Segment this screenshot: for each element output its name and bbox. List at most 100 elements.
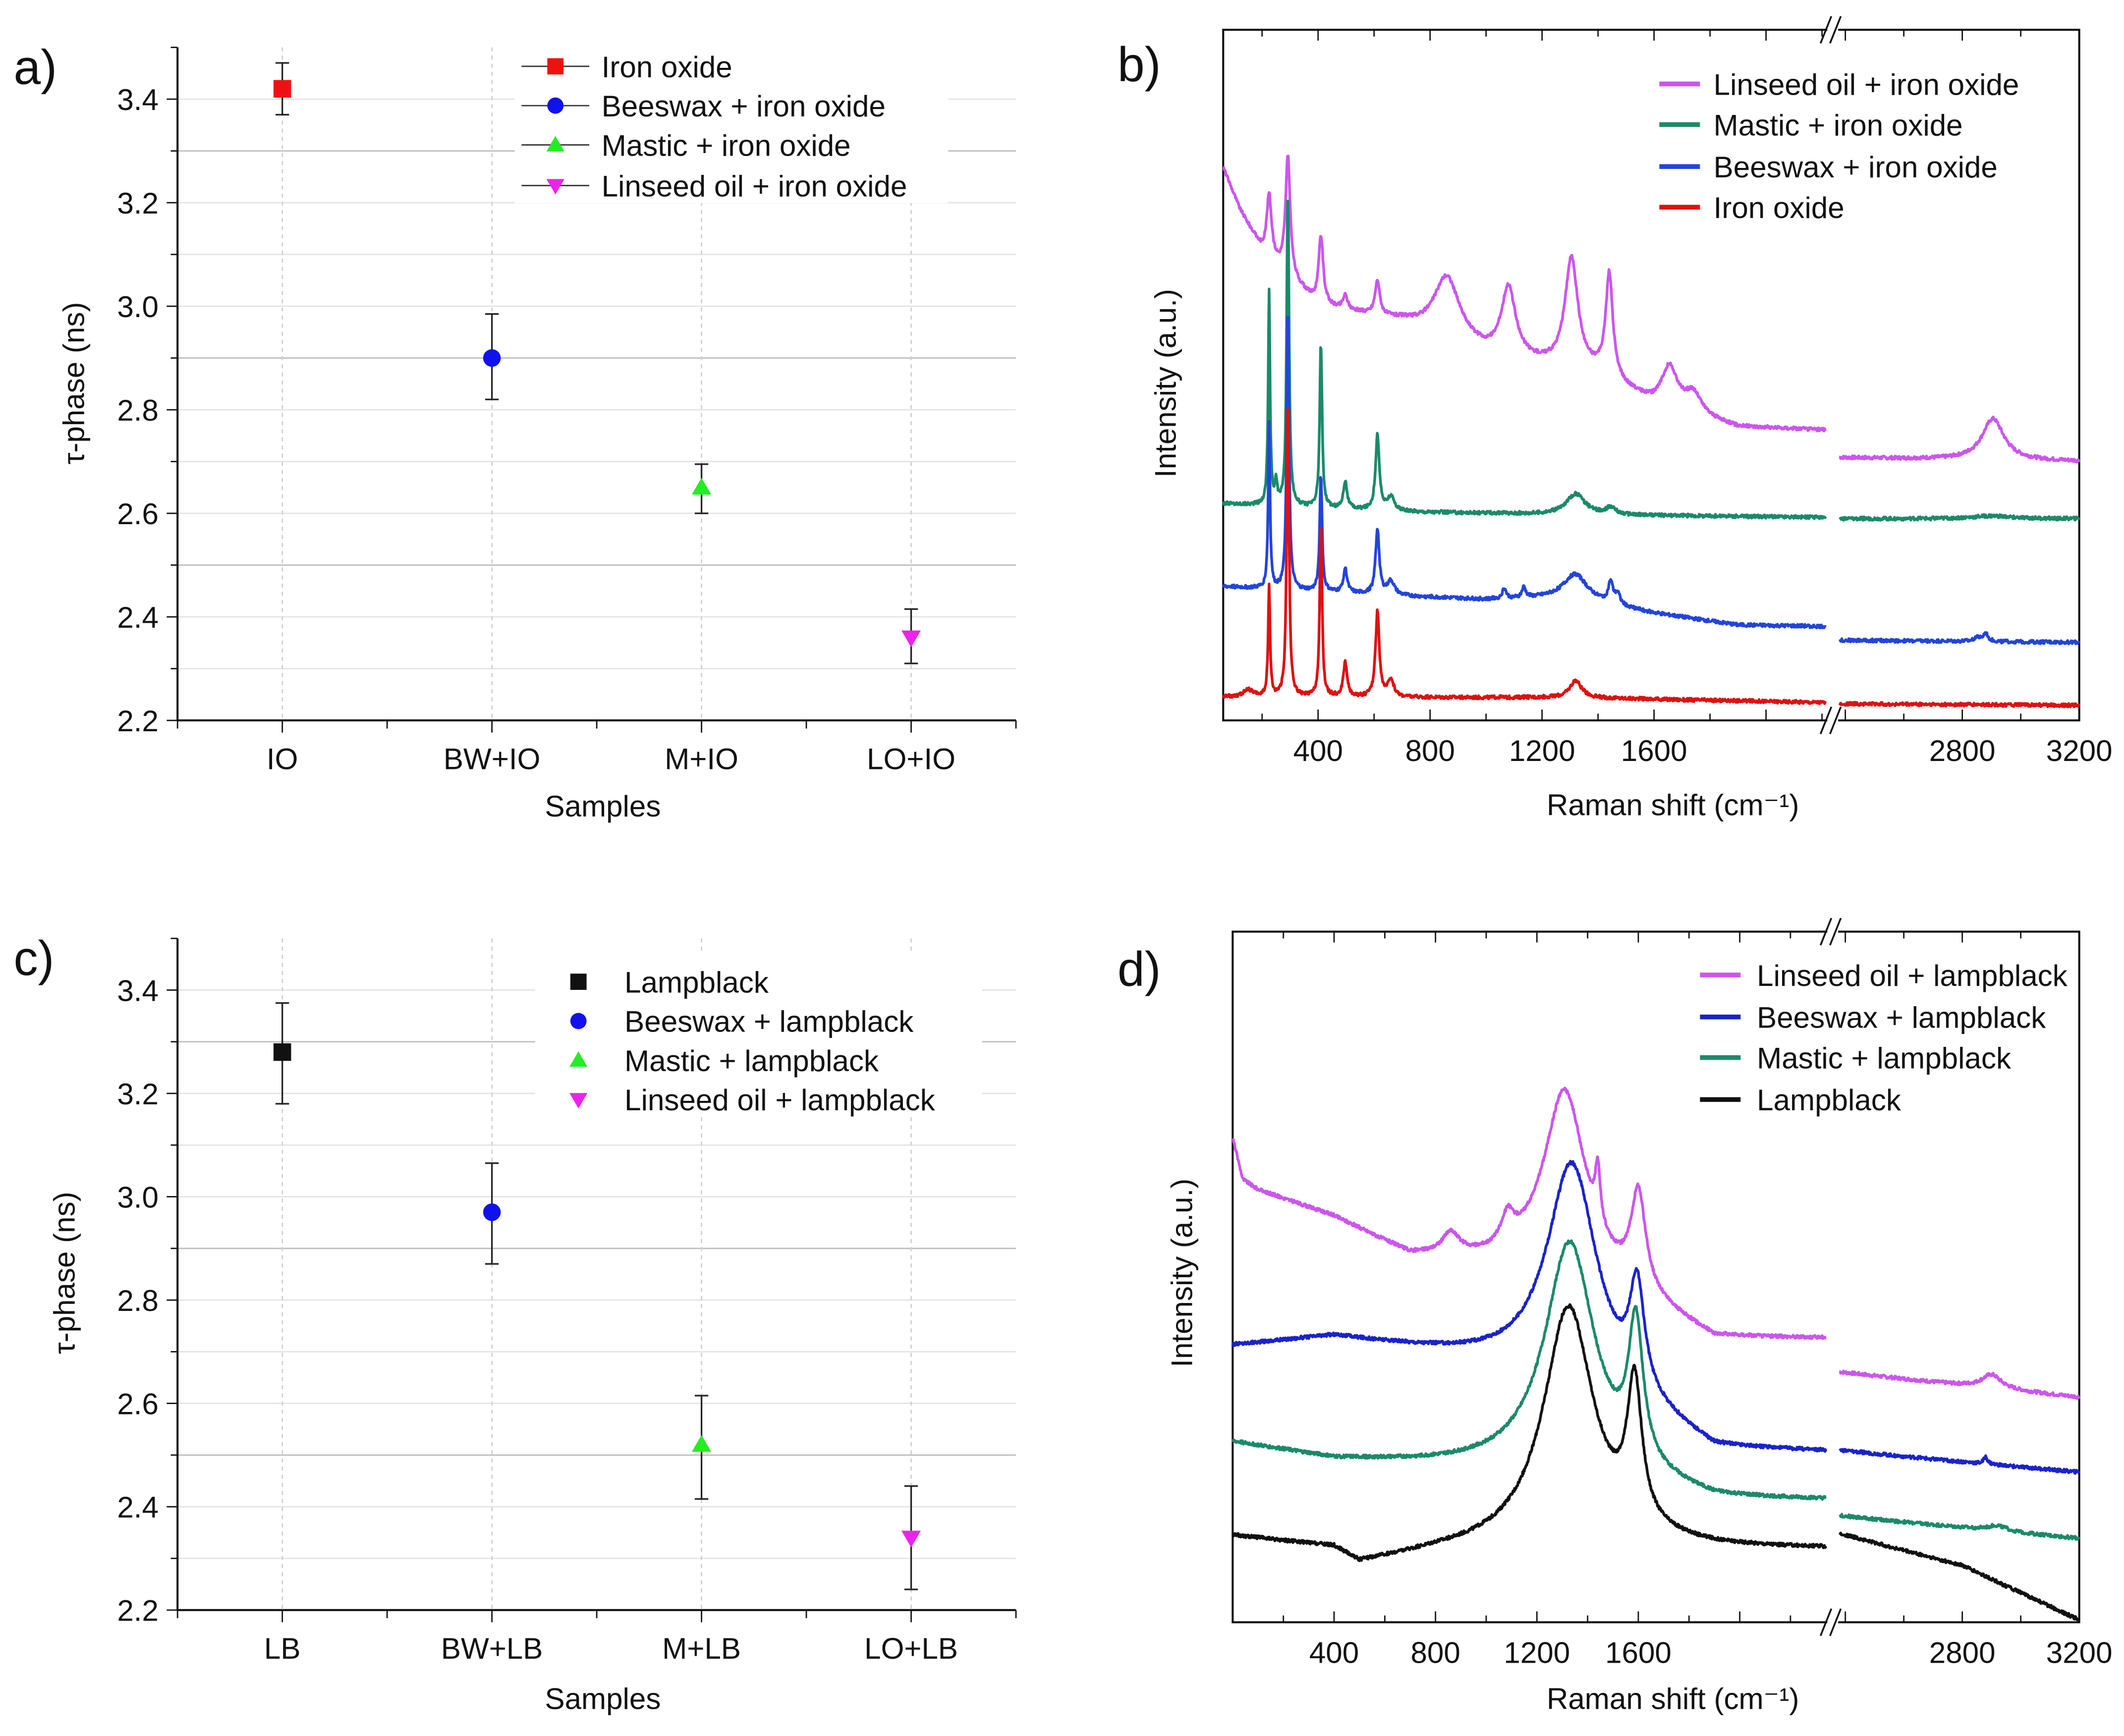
panel-label: c)	[13, 931, 54, 985]
plot-frame	[1222, 29, 2080, 722]
legend-label: Mastic + iron oxide	[602, 129, 851, 162]
y-tick-label: 2.2	[117, 1594, 159, 1628]
data-point-LO+LB	[901, 1485, 921, 1590]
x-tick-label: BW+LB	[441, 1632, 543, 1665]
series-iron-oxide	[1222, 408, 2080, 708]
legend: Iron oxide Beeswax + iron oxide Mastic + i…	[521, 51, 907, 203]
legend-label: Linseed oil + lampblack	[624, 1084, 936, 1117]
legend-marker	[547, 97, 564, 114]
legend: Linseed oil + iron oxide Mastic + iron ox…	[1659, 68, 2019, 224]
series-linseed-oil-lampblack	[1231, 1086, 2081, 1400]
legend-background	[535, 954, 982, 1117]
y-tick-label: 3.2	[117, 1078, 159, 1111]
y-tick-label: 2.4	[117, 601, 159, 634]
axis-break-gap	[1827, 923, 1839, 940]
data-point-IO	[273, 62, 291, 116]
x-tick-label: 1200	[1504, 1636, 1570, 1669]
y-tick-label: 3.4	[117, 83, 159, 116]
legend-marker	[569, 1051, 588, 1067]
legend: Linseed oil + lampblack Beeswax + lampbla…	[1700, 959, 2068, 1117]
x-axis-label: Raman shift (cm⁻¹)	[1547, 1682, 1799, 1715]
marker-triangle-up	[692, 1435, 712, 1452]
y-tick-label: 2.4	[117, 1491, 159, 1524]
panel-label: b)	[1118, 37, 1161, 92]
y-tick-label: 2.6	[117, 1388, 159, 1421]
axis-break-mark	[1819, 706, 1833, 735]
x-tick-label: LO+IO	[867, 742, 955, 775]
legend-label: Mastic + lampblack	[1757, 1042, 2012, 1075]
legend-label: Lampblack	[624, 966, 769, 999]
axis-break-mark	[1829, 918, 1842, 946]
spectrum-line	[1838, 701, 2080, 708]
x-tick-label: LB	[264, 1632, 301, 1665]
y-tick-label: 3.0	[117, 290, 159, 324]
spectrum-line	[1838, 631, 2080, 646]
x-tick-label: 800	[1411, 1636, 1460, 1669]
y-tick-label: 2.8	[117, 1284, 159, 1317]
y-axis-label: Intensity (a.u.)	[1149, 289, 1182, 478]
axis-break-gap	[1827, 712, 1839, 729]
x-tick-label: 2800	[1929, 734, 1996, 767]
panel-label: d)	[1118, 942, 1161, 996]
panel-d: 400 800 1200 1600 2800 3200 Linseed oil + lamp…	[1118, 918, 2113, 1715]
legend-label: Linseed oil + iron oxide	[602, 169, 907, 203]
axis-break-mark	[1819, 16, 1833, 44]
x-axis-label: Raman shift (cm⁻¹)	[1547, 788, 1799, 821]
x-tick-label: M+IO	[665, 742, 738, 775]
marker-circle	[483, 349, 501, 367]
y-tick-label: 2.6	[117, 497, 159, 531]
spectrum-line	[1222, 316, 1827, 630]
legend-marker	[547, 58, 564, 75]
legend-label: Beeswax + iron oxide	[1714, 151, 1998, 184]
marker-square	[273, 1043, 291, 1061]
y-tick-label: 2.2	[117, 705, 159, 738]
y-axis-label: Intensity (a.u.)	[1165, 1179, 1198, 1367]
marker-square	[273, 80, 291, 98]
x-tick-label: 3200	[2046, 1636, 2113, 1669]
series-mastic-iron-oxide	[1222, 200, 2081, 522]
x-tick-label: 400	[1293, 734, 1343, 767]
x-tick-label: IO	[267, 742, 298, 775]
plot-frame	[1231, 930, 2080, 1624]
legend-label: Beeswax + iron oxide	[602, 90, 886, 123]
series-mastic-lampblack	[1231, 1239, 2080, 1541]
data-point-BW+IO	[483, 313, 501, 400]
legend-label: Beeswax + lampblack	[1757, 1001, 2046, 1034]
spectrum-line	[1222, 155, 1827, 433]
y-axis-label: τ-phase (ns)	[48, 1192, 81, 1354]
data-point-M+LB	[692, 1395, 712, 1500]
legend-marker	[570, 1013, 587, 1030]
series-beeswax-iron-oxide	[1222, 316, 2080, 646]
x-tick-label: 400	[1309, 1636, 1359, 1669]
panel-b: 400 800 1200 1600 2800 3200 Linseed oil + iron…	[1118, 16, 2113, 821]
axis-break-mark	[1819, 1608, 1833, 1636]
spectrum-line	[1839, 1369, 2081, 1400]
data-point-LO+IO	[901, 608, 921, 664]
panel-a: 2.2 2.4 2.6 2.8 3.0 3.2 3.4 IO BW+IO M+IO LO+IO Iro…	[13, 40, 1017, 823]
spectrum-line	[1839, 1513, 2080, 1541]
spectrum-line	[1838, 1531, 2081, 1622]
marker-circle	[483, 1203, 501, 1221]
spectrum-line	[1231, 1160, 1828, 1453]
legend-label: Iron oxide	[1714, 191, 1845, 224]
legend-label: Beeswax + lampblack	[624, 1005, 914, 1038]
marker-triangle-down	[901, 630, 921, 648]
spectrum-line	[1222, 200, 1827, 520]
spectrum-line	[1222, 408, 1827, 705]
legend-label: Iron oxide	[602, 51, 732, 84]
series-lampblack	[1231, 1303, 2081, 1622]
marker-triangle-up	[692, 478, 712, 495]
axis-break-mark	[1829, 706, 1842, 735]
spectrum-line	[1231, 1303, 1828, 1563]
data-point-LB	[273, 1002, 291, 1105]
axis-break-mark	[1829, 16, 1842, 44]
y-tick-label: 3.4	[117, 974, 159, 1007]
data-point-M+IO	[692, 463, 712, 514]
marker-triangle-down	[901, 1530, 921, 1548]
axis-break-mark	[1819, 918, 1833, 946]
legend-marker	[546, 179, 564, 195]
legend-label: Mastic + lampblack	[624, 1044, 879, 1078]
spectrum-line	[1231, 1239, 1827, 1501]
legend-label: Mastic + iron oxide	[1714, 108, 1963, 142]
